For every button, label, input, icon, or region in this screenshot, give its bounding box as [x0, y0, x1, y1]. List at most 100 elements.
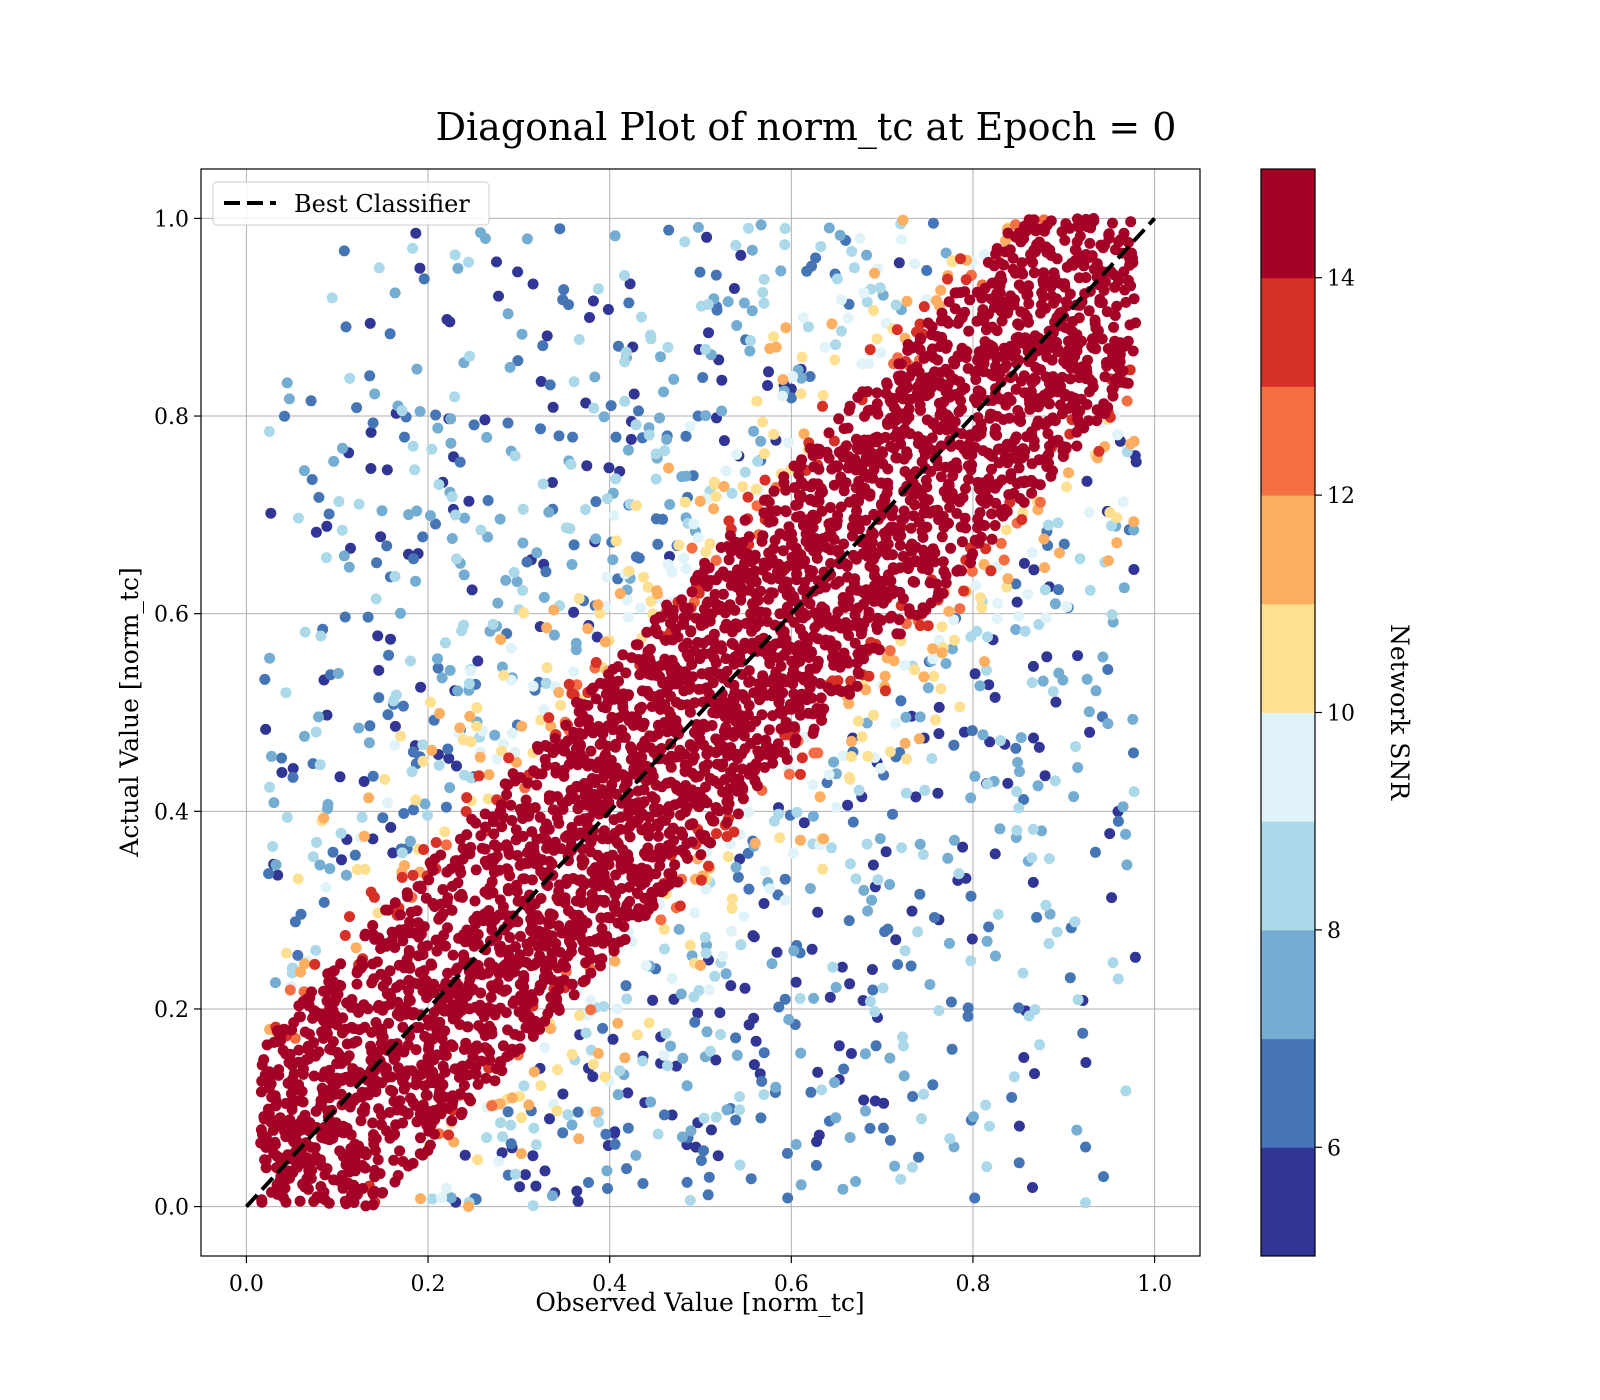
scatter-point [638, 660, 650, 672]
scatter-point [835, 501, 847, 513]
scatter-point [1018, 1052, 1030, 1063]
scatter-point [497, 1040, 509, 1052]
scatter-point [525, 855, 536, 866]
scatter-point [353, 1006, 365, 1018]
scatter-point [995, 305, 1007, 317]
scatter-point [1090, 685, 1102, 697]
scatter-point [590, 1106, 602, 1118]
scatter-point [927, 643, 939, 655]
scatter-point [357, 1160, 369, 1171]
scatter-point [688, 518, 700, 530]
scatter-point [683, 651, 695, 663]
scatter-point [1047, 371, 1059, 383]
scatter-point [601, 789, 613, 801]
scatter-point [1010, 624, 1022, 635]
scatter-point [710, 802, 722, 814]
scatter-point [709, 479, 721, 490]
scatter-point [905, 960, 917, 972]
scatter-point [1014, 766, 1025, 778]
scatter-point [256, 1075, 268, 1087]
scatter-point [701, 231, 713, 243]
scatter-point [636, 685, 648, 697]
scatter-point [838, 538, 850, 550]
scatter-point [491, 256, 502, 268]
scatter-point [992, 908, 1004, 920]
scatter-point [345, 1158, 357, 1169]
scatter-point [654, 804, 666, 816]
scatter-point [843, 594, 855, 606]
scatter-point [1026, 487, 1038, 499]
scatter-point [1103, 228, 1115, 240]
scatter-point [1016, 257, 1028, 269]
scatter-point [737, 537, 749, 548]
scatter-point [546, 1190, 558, 1202]
scatter-point [1033, 741, 1045, 753]
scatter-point [956, 312, 968, 324]
scatter-point [666, 1109, 678, 1121]
scatter-point [620, 980, 632, 992]
scatter-point [1081, 475, 1093, 487]
scatter-point [977, 729, 989, 741]
scatter-point [743, 699, 755, 711]
scatter-point [682, 852, 693, 864]
scatter-point [1089, 846, 1101, 858]
scatter-point [636, 740, 648, 752]
scatter-point [402, 1160, 414, 1172]
scatter-point [436, 1033, 448, 1045]
scatter-point [415, 1132, 426, 1144]
scatter-point [335, 1058, 347, 1069]
scatter-point [385, 633, 396, 645]
scatter-point [666, 973, 678, 985]
scatter-point [484, 1046, 496, 1058]
scatter-point [652, 830, 664, 842]
scatter-point [546, 954, 558, 966]
scatter-point [617, 697, 628, 709]
scatter-point [410, 794, 422, 806]
colorbar-band [1261, 386, 1315, 496]
scatter-point [315, 1181, 327, 1192]
scatter-point [446, 533, 458, 544]
scatter-point [897, 550, 909, 562]
scatter-point [931, 330, 943, 342]
scatter-point [681, 1080, 693, 1092]
scatter-point [804, 598, 816, 610]
scatter-point [516, 720, 528, 732]
scatter-point [540, 834, 552, 846]
scatter-point [676, 594, 688, 606]
scatter-point [332, 1126, 344, 1138]
scatter-point [414, 1148, 426, 1160]
scatter-point [643, 867, 655, 879]
scatter-point [496, 745, 507, 757]
scatter-point [636, 758, 647, 770]
scatter-point [642, 842, 654, 854]
scatter-point [626, 744, 638, 756]
scatter-point [621, 824, 633, 836]
scatter-point [990, 291, 1002, 303]
scatter-point [1051, 293, 1063, 305]
scatter-point [421, 975, 432, 987]
scatter-point [363, 1089, 375, 1101]
scatter-point [516, 328, 528, 340]
scatter-point [768, 485, 780, 497]
scatter-point [610, 535, 622, 547]
scatter-point [440, 839, 452, 851]
scatter-point [540, 566, 552, 578]
scatter-point [1121, 859, 1133, 871]
scatter-point [893, 257, 905, 269]
scatter-point [928, 505, 940, 517]
scatter-point [481, 1132, 493, 1144]
scatter-point [434, 938, 446, 950]
scatter-point [1097, 651, 1109, 663]
scatter-point [444, 664, 456, 676]
scatter-point [597, 833, 608, 845]
scatter-point [976, 292, 988, 304]
scatter-point [325, 967, 337, 979]
scatter-point [951, 508, 963, 519]
scatter-point [663, 868, 675, 880]
scatter-point [734, 1159, 746, 1171]
scatter-point [901, 753, 912, 765]
scatter-point [937, 338, 949, 349]
scatter-point [476, 842, 488, 854]
scatter-point [658, 879, 670, 891]
scatter-point [263, 1067, 275, 1079]
